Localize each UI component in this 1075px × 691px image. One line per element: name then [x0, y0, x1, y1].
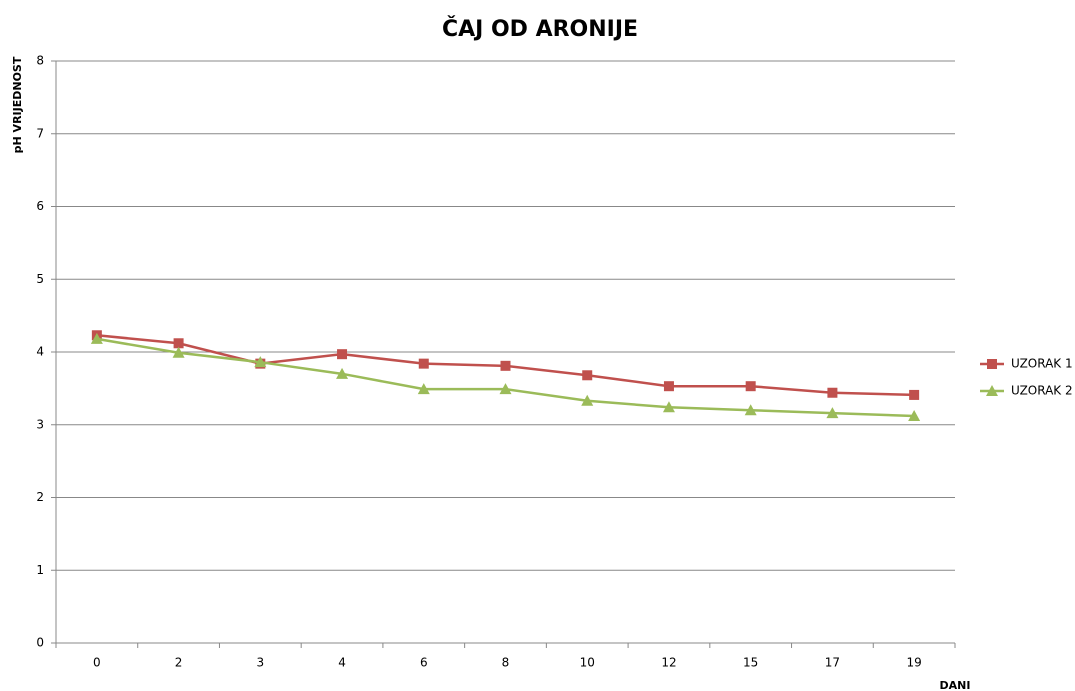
x-tick-label: 10 — [580, 656, 595, 670]
x-tick-label: 8 — [502, 656, 510, 670]
marker — [500, 360, 511, 371]
marker — [337, 349, 348, 360]
marker — [336, 367, 349, 379]
y-tick-label: 8 — [36, 54, 44, 68]
y-axis-title: pH VRIJEDNOST — [11, 56, 24, 153]
marker — [827, 387, 838, 398]
marker — [744, 404, 757, 416]
legend-label: UZORAK 1 — [1011, 357, 1073, 371]
y-tick-label: 7 — [36, 126, 44, 140]
marker — [987, 359, 997, 369]
y-tick-label: 2 — [36, 490, 44, 504]
x-tick-label: 17 — [825, 656, 840, 670]
marker — [417, 383, 430, 395]
x-tick-label: 0 — [93, 656, 101, 670]
marker — [745, 381, 756, 392]
marker — [254, 356, 267, 368]
marker — [909, 389, 920, 400]
marker — [499, 383, 512, 395]
marker — [418, 358, 429, 369]
x-tick-label: 19 — [906, 656, 921, 670]
chart-title: ČAJ OD ARONIJE — [442, 16, 638, 42]
x-tick-label: 3 — [256, 656, 264, 670]
x-tick-label: 2 — [175, 656, 183, 670]
x-tick-label: 15 — [743, 656, 758, 670]
y-tick-label: 1 — [36, 563, 44, 577]
marker — [663, 381, 674, 392]
y-tick-label: 0 — [36, 636, 44, 650]
marker — [581, 394, 594, 406]
y-tick-label: 6 — [36, 199, 44, 213]
marker — [172, 346, 185, 358]
x-axis-title: DANI — [940, 679, 971, 691]
x-tick-label: 12 — [661, 656, 676, 670]
marker — [662, 401, 675, 413]
y-tick-label: 4 — [36, 345, 44, 359]
x-tick-label: 6 — [420, 656, 428, 670]
y-tick-label: 5 — [36, 272, 44, 286]
x-tick-label: 4 — [338, 656, 346, 670]
y-tick-label: 3 — [36, 417, 44, 431]
marker — [90, 332, 103, 344]
marker — [908, 410, 921, 422]
marker — [582, 370, 593, 381]
legend-label: UZORAK 2 — [1011, 384, 1073, 398]
series-line — [96, 337, 915, 418]
marker — [173, 338, 184, 349]
marker — [826, 407, 839, 419]
marker — [986, 385, 998, 396]
